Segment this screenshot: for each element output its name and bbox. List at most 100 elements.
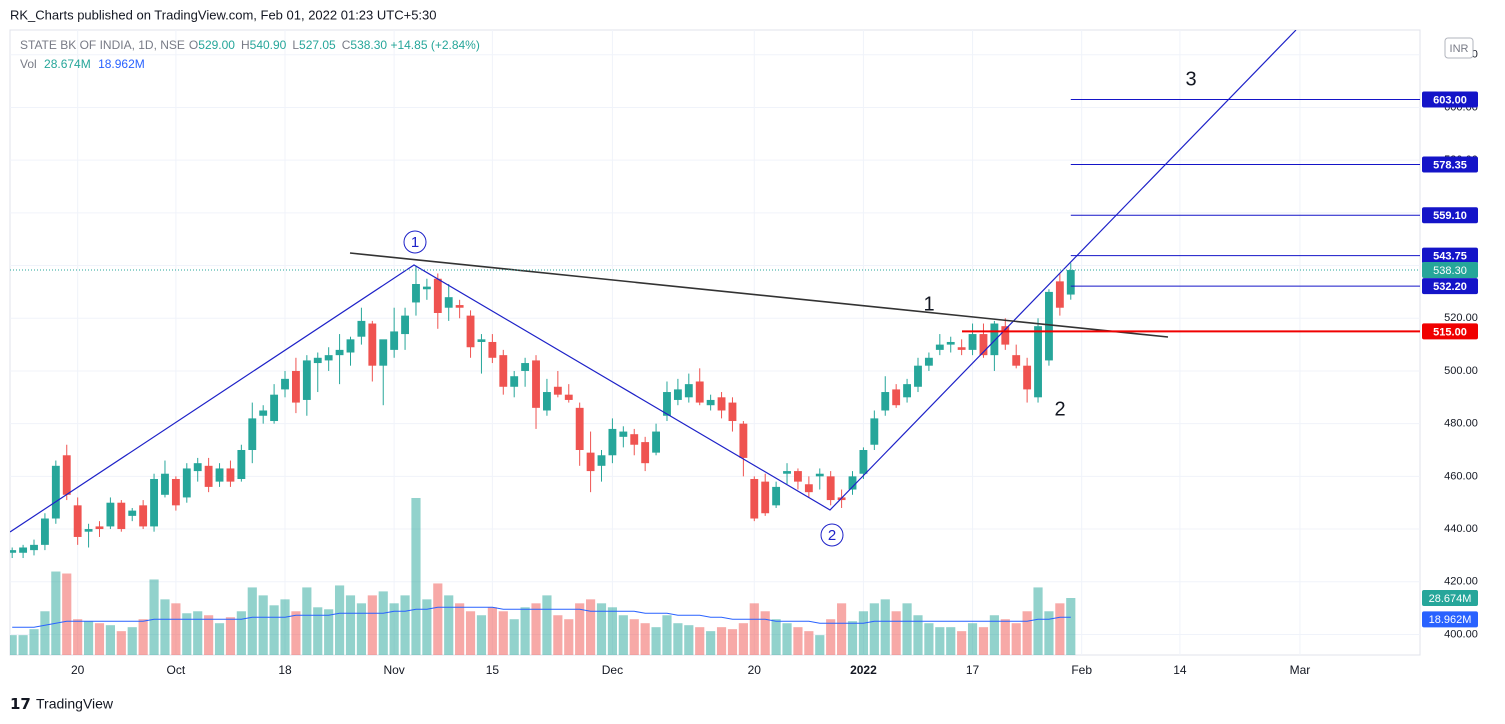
candle-body: [728, 402, 737, 422]
candle-body: [335, 349, 344, 356]
candle-body: [848, 476, 857, 490]
candle-body: [422, 286, 431, 290]
candle-body: [892, 389, 901, 406]
candle-body: [859, 450, 868, 474]
volume-bar: [575, 603, 585, 655]
candle-body: [161, 473, 169, 495]
volume-bar: [858, 611, 869, 655]
wave-label: 3: [1185, 68, 1196, 90]
volume-bar: [804, 631, 814, 655]
candle-body: [346, 339, 355, 353]
volume-bar: [640, 623, 650, 655]
volume-bar: [83, 621, 94, 655]
volume-bar: [433, 583, 443, 655]
volume-bar: [716, 627, 727, 655]
volume-bar: [204, 615, 214, 655]
candle-body: [630, 434, 639, 445]
volume-bar: [749, 603, 759, 655]
volume-bar: [520, 607, 530, 655]
volume-bar: [509, 619, 519, 655]
volume-ma-box: [1422, 611, 1478, 628]
price-level-label: 543.75: [1433, 251, 1467, 263]
volume-bar: [334, 585, 345, 655]
volume-bar: [389, 603, 399, 655]
y-tick-label: 420.00: [1444, 576, 1478, 588]
candle-body: [946, 341, 955, 345]
plot-frame: [9, 29, 1421, 656]
y-tick-label: 460.00: [1444, 470, 1478, 482]
volume-bar: [891, 611, 901, 655]
candle-body: [106, 502, 115, 527]
candle-body: [564, 394, 573, 400]
candle-body: [1001, 326, 1010, 345]
candle-body: [292, 370, 300, 403]
volume-bar: [29, 629, 39, 655]
last-price-label: 538.30: [1433, 265, 1467, 277]
volume-box: [1422, 590, 1478, 607]
volume-bar: [1000, 619, 1010, 655]
x-tick-label: 2022: [850, 663, 877, 677]
wave-trendline: [10, 30, 1297, 533]
candle-body: [324, 355, 333, 361]
volume-bar: [476, 615, 487, 655]
candle-body: [924, 357, 933, 366]
candle-body: [390, 331, 399, 350]
price-level-label: 515.00: [1433, 326, 1467, 338]
volume-bar: [793, 627, 803, 655]
volume-bar: [946, 627, 956, 655]
candle-body: [979, 334, 988, 356]
volume-bar: [869, 603, 879, 655]
volume-bar: [214, 623, 225, 655]
y-tick-label: 400.00: [1444, 628, 1478, 640]
volume-bar: [302, 587, 312, 655]
volume-bar: [62, 573, 72, 655]
volume-bar: [978, 627, 989, 655]
candle-body: [19, 547, 28, 553]
volume-bar: [149, 579, 159, 655]
volume-bar: [171, 603, 181, 655]
currency-label: INR: [1450, 43, 1469, 55]
volume-bar: [924, 623, 934, 655]
candle-body: [575, 407, 584, 451]
candle-body: [990, 323, 999, 356]
x-tick-label: Mar: [1290, 663, 1311, 677]
volume-bar: [40, 611, 50, 655]
volume-bar: [498, 611, 508, 655]
volume-bar: [10, 635, 17, 655]
candle-body: [761, 481, 770, 514]
y-tick-label: 500.00: [1444, 365, 1478, 377]
volume-bar: [651, 627, 661, 655]
candle-body: [914, 365, 922, 387]
volume-bar: [378, 591, 388, 655]
neckline: [349, 252, 1169, 338]
ohlc-value: 540.90: [250, 38, 287, 52]
candle-body: [881, 392, 890, 411]
ohlc-value: 538.30: [350, 38, 387, 52]
volume-bar: [345, 595, 356, 655]
volume-bar: [684, 625, 694, 655]
volume-bar: [455, 603, 465, 655]
candle-body: [302, 360, 311, 400]
volume-bar: [913, 615, 923, 655]
candle-body: [444, 297, 453, 308]
price-level-box: [1422, 91, 1478, 108]
volume-bar: [1066, 598, 1076, 655]
pivot-circle: [820, 523, 844, 547]
volume-bar: [291, 611, 301, 655]
price-level-box: [1422, 247, 1478, 264]
candle-body: [684, 384, 693, 398]
volume-bar: [815, 635, 825, 655]
volume-bar: [422, 599, 432, 655]
x-tick-label: Feb: [1071, 663, 1092, 677]
candle-body: [455, 305, 464, 308]
volume-bar: [957, 631, 967, 655]
x-tick-label: 15: [486, 663, 500, 677]
candle-body: [401, 315, 409, 335]
volume-bar: [236, 611, 246, 655]
volume-bar: [367, 595, 377, 655]
volume-bar: [313, 607, 323, 655]
candle-body: [477, 339, 486, 342]
pivot-circle: [403, 230, 427, 254]
volume-bar: [586, 599, 596, 655]
